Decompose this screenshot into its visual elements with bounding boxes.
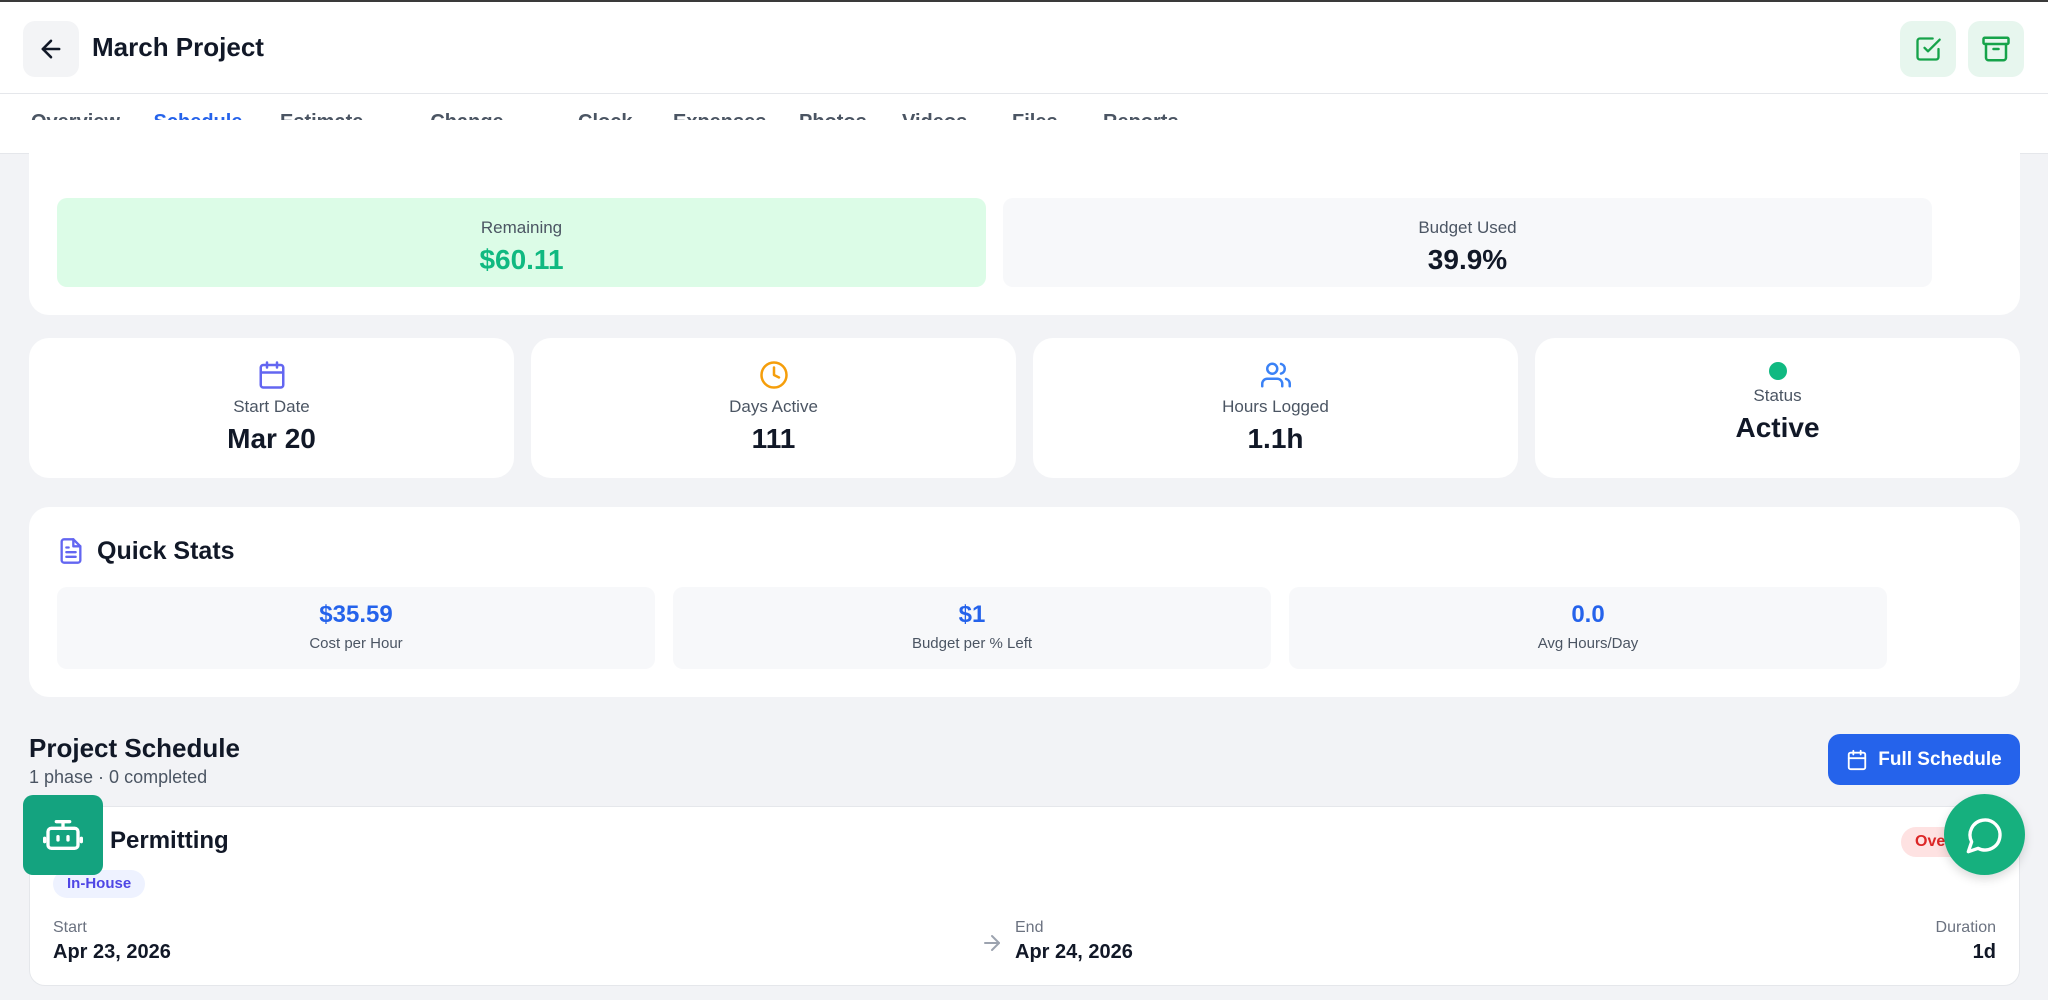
stat-label: Status: [1753, 386, 1802, 405]
status-dot-icon: [1768, 362, 1787, 380]
top-bar: March Project: [0, 0, 2048, 94]
stat-label: Start Date: [233, 397, 310, 416]
archive-button[interactable]: [1968, 21, 2024, 77]
back-button[interactable]: [23, 21, 79, 77]
stat-card-days-active: Days Active 111: [531, 338, 1016, 478]
quick-stat-value: $1: [958, 601, 986, 628]
checklist-button[interactable]: [1900, 21, 1956, 77]
stat-value: 111: [751, 423, 796, 454]
arrow-left-icon: [41, 39, 61, 59]
quick-stat-value: $35.59: [319, 601, 393, 628]
stat-label: Hours Logged: [1222, 397, 1329, 416]
stat-value: 1.1h: [1247, 423, 1304, 454]
budget-used-box: Budget Used 39.9%: [1003, 198, 1932, 287]
quick-stat-label: Cost per Hour: [309, 635, 403, 652]
stat-label: Days Active: [729, 397, 818, 416]
quick-stat-label: Budget per % Left: [911, 635, 1033, 652]
schedule-subtitle: 1 phase · 0 completed: [29, 767, 208, 787]
calendar-icon: [259, 361, 284, 389]
remaining-value: $60.11: [479, 244, 564, 275]
duration-value: 1d: [1972, 941, 1996, 963]
stat-card-start-date: Start Date Mar 20: [29, 338, 514, 478]
quick-stat-avg-hours: 0.0 Avg Hours/Day: [1289, 587, 1887, 669]
archive-icon: [1982, 36, 2010, 62]
budget-used-label: Budget Used: [1418, 218, 1517, 237]
document-icon: [60, 538, 82, 564]
phase-name: Permitting: [110, 827, 229, 854]
end-label: End: [1015, 919, 1044, 936]
stat-value: Mar 20: [227, 423, 316, 454]
page-title: March Project: [92, 32, 264, 62]
stat-card-hours-logged: Hours Logged 1.1h: [1033, 338, 1518, 478]
quick-stat-budget-per-percent: $1 Budget per % Left: [673, 587, 1271, 669]
schedule-title: Project Schedule: [29, 733, 240, 763]
chat-button[interactable]: [1944, 794, 2025, 875]
robot-icon: [43, 820, 83, 850]
chat-bubble-icon: [1966, 817, 2002, 853]
assistant-bot-button[interactable]: [23, 795, 103, 875]
quick-stats-card: Quick Stats $35.59 Cost per Hour $1 Budg…: [29, 507, 2020, 697]
phase-card[interactable]: Permitting In-House Overdue Start Apr 23…: [29, 806, 2020, 986]
stat-value: Active: [1735, 412, 1820, 443]
budget-card: Remaining $60.11 Budget Used 39.9%: [29, 120, 2020, 315]
arrow-right-icon: [984, 935, 1000, 951]
clock-icon: [759, 361, 788, 389]
checkbox-icon: [1916, 37, 1941, 61]
full-schedule-button[interactable]: Full Schedule: [1828, 734, 2020, 785]
calendar-icon: [1848, 749, 1867, 770]
duration-label: Duration: [1935, 919, 1996, 936]
start-label: Start: [53, 919, 87, 936]
quick-stat-label: Avg Hours/Day: [1537, 635, 1639, 652]
users-icon: [1260, 362, 1291, 388]
quick-stats-title: Quick Stats: [97, 537, 235, 565]
remaining-box: Remaining $60.11: [57, 198, 986, 287]
budget-used-value: 39.9%: [1427, 244, 1508, 275]
start-value: Apr 23, 2026: [53, 941, 171, 963]
remaining-label: Remaining: [480, 218, 563, 237]
full-schedule-label: Full Schedule: [1878, 748, 2002, 770]
quick-stat-cost-per-hour: $35.59 Cost per Hour: [57, 587, 655, 669]
quick-stat-value: 0.0: [1571, 601, 1605, 628]
stat-card-status: Status Active: [1535, 338, 2020, 478]
end-value: Apr 24, 2026: [1015, 941, 1133, 963]
